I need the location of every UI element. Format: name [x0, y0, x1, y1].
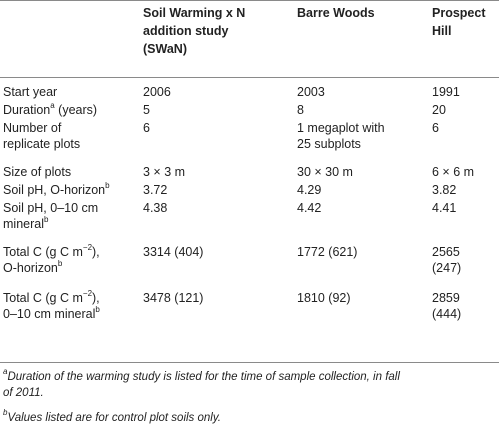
cell-start-year-barre: 2003 — [297, 85, 325, 99]
cell-c-mineral-prospect: 2859 (444) — [432, 291, 462, 321]
cell-replicates-prospect: 6 — [432, 121, 439, 135]
cell-ph-mineral-barre: 4.42 — [297, 201, 322, 215]
row-label-total-c-mineral: Total C (g C m−2), 0–10 cm mineralb — [3, 288, 100, 321]
cell-plot-size-swan: 3 × 3 m — [143, 165, 186, 179]
cell-duration-barre: 8 — [297, 103, 304, 117]
row-label-ph-o-horizon: Soil pH, O-horizonb — [3, 180, 110, 197]
header-swan-line3: (SWaN) — [143, 42, 187, 56]
header-prospect-line2: Hill — [432, 24, 452, 38]
table-bottom-rule — [0, 362, 499, 363]
cell-ph-mineral-swan: 4.38 — [143, 201, 168, 215]
cell-ph-o-swan: 3.72 — [143, 183, 168, 197]
header-swan-line2: addition study — [143, 24, 229, 38]
cell-c-mineral-barre: 1810 (92) — [297, 291, 351, 305]
footnote-a: aDuration of the warming study is listed… — [3, 367, 400, 399]
cell-duration-prospect: 20 — [432, 103, 446, 117]
cell-ph-o-barre: 4.29 — [297, 183, 322, 197]
cell-replicates-barre: 1 megaplot with 25 subplots — [297, 121, 385, 151]
cell-ph-o-prospect: 3.82 — [432, 183, 457, 197]
header-swan-line1: Soil Warming x N — [143, 6, 246, 20]
row-label-duration: Durationa (years) — [3, 100, 98, 117]
header-barre-woods: Barre Woods — [297, 6, 375, 20]
row-label-start-year: Start year — [3, 85, 58, 99]
cell-c-o-barre: 1772 (621) — [297, 245, 358, 259]
cell-ph-mineral-prospect: 4.41 — [432, 201, 457, 215]
header-prospect-hill: Prospect Hill — [432, 4, 486, 40]
row-label-replicates: Number of replicate plots — [3, 121, 81, 151]
cell-plot-size-barre: 30 × 30 m — [297, 165, 353, 179]
table-top-rule — [0, 0, 499, 1]
cell-c-o-swan: 3314 (404) — [143, 245, 204, 259]
cell-start-year-prospect: 1991 — [432, 85, 460, 99]
footnote-b: bValues listed are for control plot soil… — [3, 408, 221, 424]
row-label-plot-size: Size of plots — [3, 165, 72, 179]
row-label-ph-mineral: Soil pH, 0–10 cm mineralb — [3, 201, 99, 231]
cell-plot-size-prospect: 6 × 6 m — [432, 165, 475, 179]
table-header-rule — [0, 77, 499, 78]
cell-duration-swan: 5 — [143, 103, 150, 117]
cell-c-o-prospect: 2565 (247) — [432, 245, 462, 275]
header-prospect-line1: Prospect — [432, 6, 486, 20]
header-swan: Soil Warming x N addition study (SWaN) — [143, 4, 245, 58]
cell-c-mineral-swan: 3478 (121) — [143, 291, 204, 305]
row-label-total-c-o-horizon: Total C (g C m−2), O-horizonb — [3, 242, 100, 275]
cell-start-year-swan: 2006 — [143, 85, 171, 99]
cell-replicates-swan: 6 — [143, 121, 150, 135]
